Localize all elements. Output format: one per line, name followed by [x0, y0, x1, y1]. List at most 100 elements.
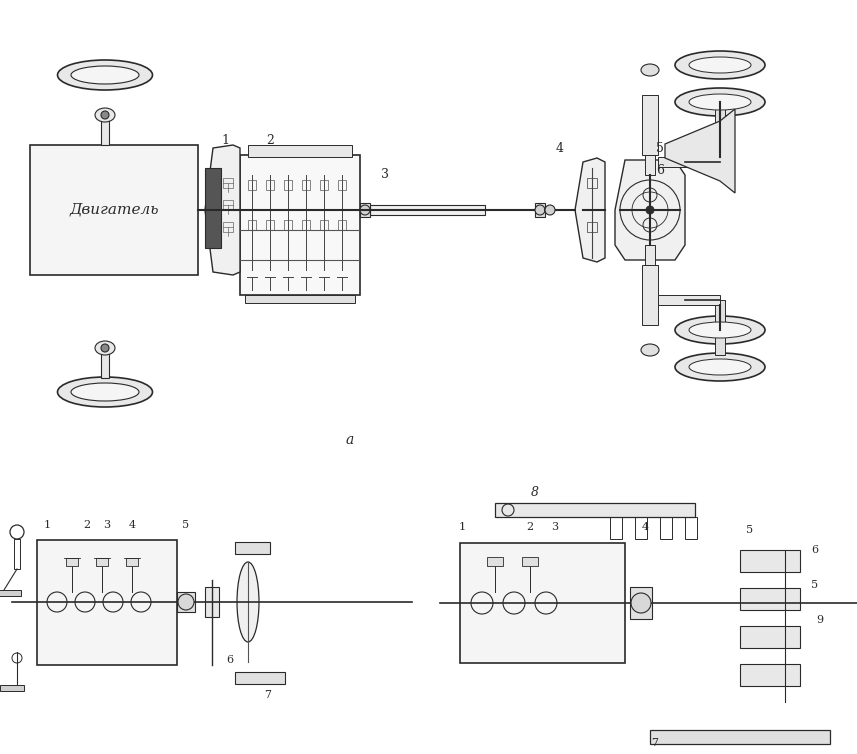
Text: 5: 5 [812, 580, 818, 590]
Polygon shape [665, 109, 735, 193]
Bar [740, 588, 800, 610]
Polygon shape [575, 158, 605, 262]
Bar [635, 517, 647, 539]
Bar [14, 539, 20, 569]
Bar [223, 178, 233, 188]
Bar [266, 180, 274, 190]
Text: 8: 8 [531, 486, 539, 499]
Text: 3: 3 [551, 522, 559, 532]
Text: 7: 7 [265, 690, 272, 700]
Bar [320, 220, 328, 230]
Text: 6: 6 [656, 164, 664, 176]
Text: 4: 4 [641, 522, 649, 532]
Bar [223, 200, 233, 210]
Ellipse shape [641, 64, 659, 76]
Polygon shape [205, 145, 240, 275]
Bar [284, 180, 292, 190]
Bar [642, 95, 658, 155]
Bar [235, 672, 285, 684]
Text: 2: 2 [266, 133, 274, 146]
Bar [302, 220, 310, 230]
Ellipse shape [675, 316, 765, 344]
Bar [101, 115, 109, 145]
Bar [248, 220, 256, 230]
Bar [610, 517, 622, 539]
Bar [740, 664, 800, 686]
Circle shape [646, 206, 654, 214]
Bar [360, 203, 370, 217]
Bar [460, 543, 625, 663]
Ellipse shape [71, 383, 139, 401]
Circle shape [101, 111, 109, 119]
Ellipse shape [689, 322, 751, 338]
Ellipse shape [71, 66, 139, 84]
Bar [642, 265, 658, 325]
Bar [650, 730, 830, 744]
Text: 2: 2 [526, 522, 534, 532]
Bar [587, 178, 597, 188]
Bar [740, 626, 800, 648]
Bar [685, 517, 697, 539]
Ellipse shape [57, 60, 153, 90]
Bar [660, 517, 672, 539]
Ellipse shape [675, 88, 765, 116]
Text: 2: 2 [83, 520, 91, 530]
Text: 7: 7 [651, 738, 658, 748]
Text: 5: 5 [746, 525, 753, 535]
Bar [248, 180, 256, 190]
Bar [338, 220, 346, 230]
Text: 4: 4 [556, 142, 564, 155]
Ellipse shape [95, 341, 115, 355]
Text: 1: 1 [44, 520, 51, 530]
Ellipse shape [689, 57, 751, 73]
Bar [0, 685, 24, 691]
Bar [645, 245, 655, 265]
Bar [645, 155, 655, 175]
Bar [630, 587, 652, 619]
Bar [240, 155, 360, 295]
Text: 4: 4 [129, 520, 135, 530]
Text: 1: 1 [221, 133, 229, 146]
Bar [715, 300, 725, 355]
Bar [177, 592, 195, 612]
Circle shape [631, 593, 651, 613]
Bar [101, 348, 109, 378]
Bar [320, 180, 328, 190]
Ellipse shape [675, 51, 765, 79]
Bar [715, 102, 725, 157]
Bar [96, 558, 108, 566]
Bar [302, 180, 310, 190]
Bar [0, 590, 21, 596]
Text: 6: 6 [226, 655, 234, 665]
Bar [235, 542, 270, 554]
Text: 3: 3 [381, 168, 389, 182]
Ellipse shape [689, 94, 751, 110]
Circle shape [360, 205, 370, 215]
Bar [223, 222, 233, 232]
Bar [284, 220, 292, 230]
Text: 3: 3 [104, 520, 111, 530]
Polygon shape [615, 160, 685, 260]
Text: Двигатель: Двигатель [69, 203, 159, 217]
Circle shape [545, 205, 555, 215]
Ellipse shape [689, 359, 751, 375]
Bar [126, 558, 138, 566]
Bar [658, 295, 720, 305]
Bar [487, 557, 503, 566]
Bar [205, 168, 221, 248]
Ellipse shape [57, 377, 153, 407]
Ellipse shape [237, 562, 259, 642]
Bar [495, 503, 695, 517]
Bar [266, 220, 274, 230]
Circle shape [101, 344, 109, 352]
Text: 1: 1 [458, 522, 465, 532]
Text: а: а [346, 433, 354, 447]
Bar [587, 222, 597, 232]
Bar [740, 550, 800, 572]
Circle shape [178, 594, 194, 610]
Bar [66, 558, 78, 566]
Bar [37, 540, 177, 665]
Bar [245, 295, 355, 303]
Bar [248, 145, 352, 157]
Bar [30, 145, 198, 275]
